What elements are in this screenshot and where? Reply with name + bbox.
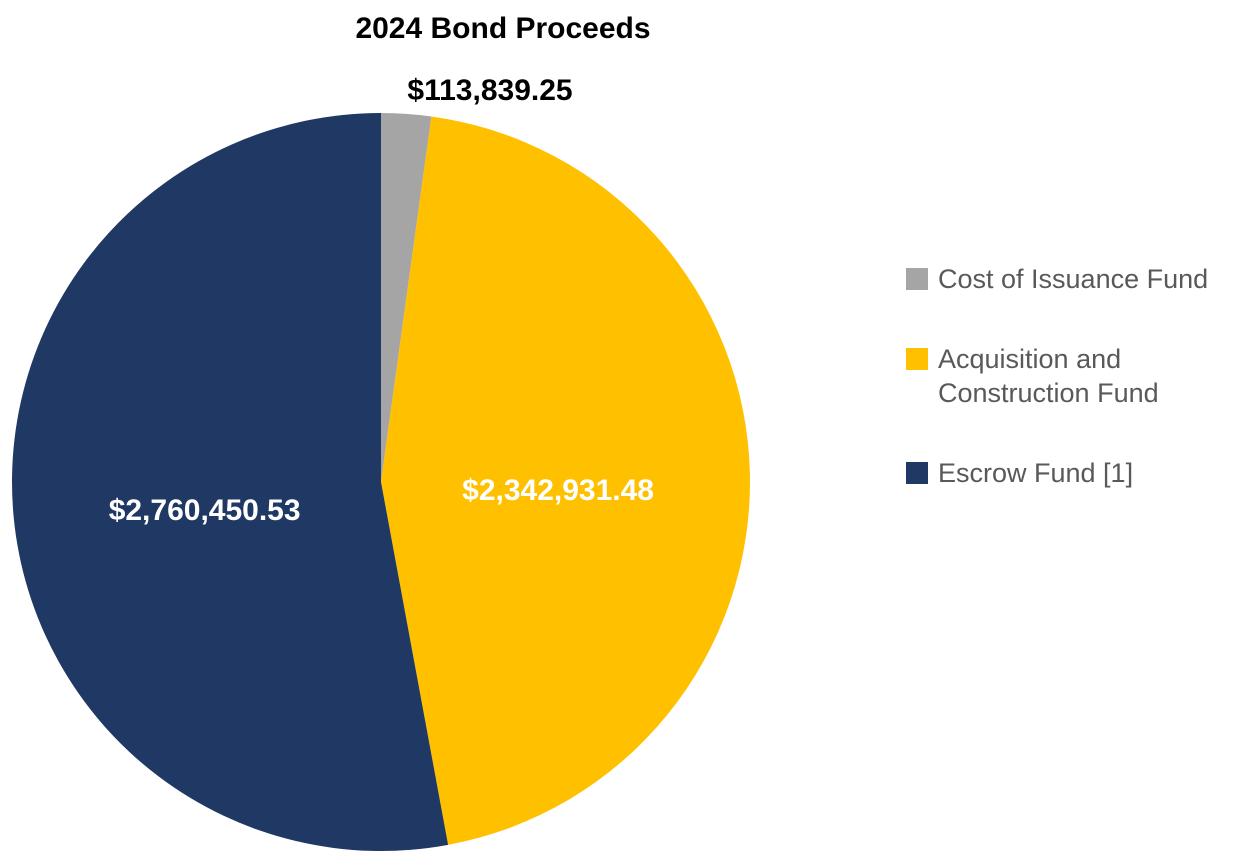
legend-swatch [906, 348, 928, 370]
legend-label: Acquisition and Construction Fund [938, 344, 1159, 408]
data-label: $2,342,931.48 [462, 474, 654, 507]
legend-item: Escrow Fund [1] [906, 456, 1242, 490]
pie-slice [12, 113, 449, 851]
pie-slice [381, 113, 432, 482]
legend-swatch [906, 462, 928, 484]
legend-label: Escrow Fund [1] [938, 458, 1134, 488]
data-label: $2,760,450.53 [109, 494, 301, 527]
pie-slice [381, 116, 750, 845]
chart-title: 2024 Bond Proceeds [355, 12, 650, 45]
legend-item: Acquisition and Construction Fund [906, 342, 1242, 410]
legend: Cost of Issuance Fund Acquisition and Con… [906, 262, 1242, 490]
data-label: $113,839.25 [407, 74, 572, 107]
legend-item: Cost of Issuance Fund [906, 262, 1242, 296]
legend-swatch [906, 268, 928, 290]
legend-label: Cost of Issuance Fund [938, 264, 1209, 294]
